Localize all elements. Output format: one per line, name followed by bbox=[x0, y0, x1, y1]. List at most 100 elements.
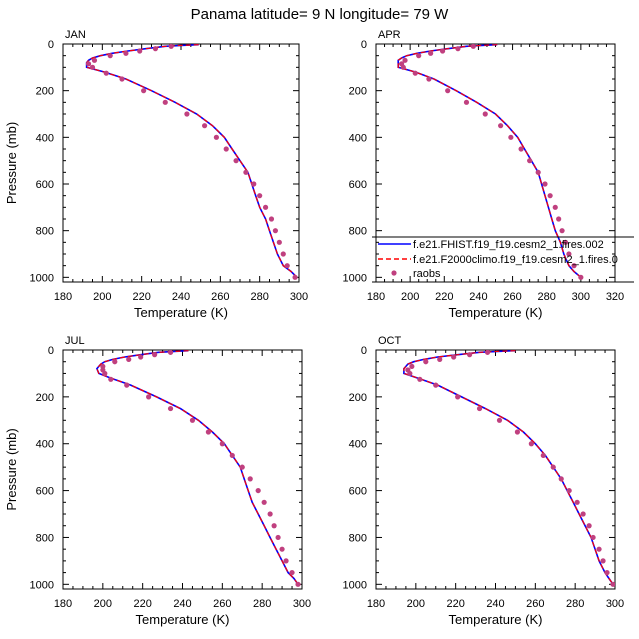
y-tick-label: 0 bbox=[361, 345, 367, 357]
x-tick-label: 300 bbox=[572, 291, 590, 303]
raobs-point bbox=[103, 70, 109, 76]
raobs-point bbox=[550, 464, 556, 470]
raobs-point bbox=[470, 44, 476, 49]
panel-label: APR bbox=[378, 29, 401, 41]
raobs-point bbox=[124, 382, 130, 388]
raobs-point bbox=[455, 394, 461, 400]
raobs-point bbox=[205, 429, 211, 435]
y-tick-label: 600 bbox=[36, 486, 54, 498]
y-tick-label: 600 bbox=[36, 179, 54, 191]
series-line-f2000climo bbox=[86, 44, 298, 278]
y-tick-label: 600 bbox=[349, 179, 367, 191]
raobs-point bbox=[107, 53, 113, 59]
y-tick-label: 200 bbox=[36, 392, 54, 404]
raobs-point bbox=[168, 44, 174, 49]
raobs-point bbox=[428, 50, 434, 56]
x-tick-label: 300 bbox=[290, 291, 308, 303]
series-group bbox=[403, 350, 615, 587]
series-line-f2000climo bbox=[96, 350, 299, 585]
raobs-point bbox=[547, 193, 553, 199]
y-tick-label: 800 bbox=[349, 226, 367, 238]
y-tick-label: 800 bbox=[36, 226, 54, 238]
raobs-point bbox=[243, 169, 249, 175]
raobs-point bbox=[400, 64, 406, 70]
raobs-point bbox=[558, 476, 564, 482]
x-tick-label: 220 bbox=[435, 291, 453, 303]
raobs-point bbox=[566, 251, 572, 257]
y-tick-label: 1000 bbox=[343, 579, 367, 591]
raobs-point bbox=[514, 429, 521, 435]
x-tick-label: 220 bbox=[133, 598, 151, 610]
raobs-point bbox=[556, 216, 562, 222]
x-tick-label: 200 bbox=[401, 291, 419, 303]
raobs-point bbox=[123, 50, 129, 56]
raobs-point bbox=[540, 452, 546, 459]
x-tick-label: 280 bbox=[250, 291, 268, 303]
raobs-point bbox=[482, 111, 488, 117]
raobs-point bbox=[283, 558, 289, 564]
raobs-point bbox=[426, 76, 432, 82]
raobs-point bbox=[610, 581, 615, 587]
y-tick-label: 800 bbox=[349, 532, 367, 544]
raobs-point bbox=[284, 263, 290, 269]
raobs-point bbox=[295, 581, 301, 587]
panel-jul: 180 200 220 240 260 280 300 0 200 400 600 800 1000 JU… bbox=[4, 335, 311, 627]
panel-apr: 180 200 220 240 260 280 300 320 0 200 400 600 800 100… bbox=[343, 29, 625, 320]
y-tick-label: 200 bbox=[36, 86, 54, 98]
raobs-point bbox=[562, 239, 569, 245]
raobs-point bbox=[119, 76, 125, 82]
raobs-point bbox=[423, 359, 429, 365]
raobs-point bbox=[552, 204, 558, 210]
raobs-point bbox=[417, 376, 423, 382]
raobs-point bbox=[239, 464, 245, 470]
x-tick-label: 260 bbox=[503, 291, 521, 303]
series-group bbox=[95, 350, 301, 587]
x-tick-label: 260 bbox=[211, 291, 229, 303]
raobs-point bbox=[89, 64, 96, 70]
x-tick-label: 240 bbox=[173, 598, 191, 610]
legend-label: f.e21.FHIST.f19_f19.cesm2_1.fires.002 bbox=[413, 239, 604, 251]
figure-title: Panama latitude= 9 N longitude= 79 W bbox=[191, 6, 450, 23]
raobs-point bbox=[202, 123, 208, 129]
raobs-point bbox=[559, 228, 565, 234]
raobs-point bbox=[223, 146, 229, 152]
raobs-point bbox=[152, 46, 159, 52]
y-tick-label: 400 bbox=[349, 132, 367, 144]
y-tick-label: 0 bbox=[361, 39, 367, 51]
raobs-point bbox=[604, 569, 610, 576]
raobs-point bbox=[455, 46, 461, 52]
x-tick-label: 280 bbox=[566, 598, 584, 610]
raobs-point bbox=[247, 476, 253, 482]
raobs-point bbox=[496, 417, 503, 423]
y-tick-label: 200 bbox=[349, 86, 367, 98]
raobs-point bbox=[267, 511, 273, 517]
raobs-point bbox=[580, 511, 586, 517]
panel-oct: 180 200 220 240 260 280 300 0 200 400 600 800 1000 OC… bbox=[343, 335, 625, 627]
plot-frame bbox=[62, 43, 300, 283]
y-tick-label: 1000 bbox=[343, 272, 367, 284]
y-tick-label: 400 bbox=[36, 439, 54, 451]
x-tick-label: 200 bbox=[94, 598, 112, 610]
raobs-point bbox=[528, 441, 534, 447]
raobs-point bbox=[213, 134, 219, 140]
raobs-point bbox=[279, 546, 285, 552]
raobs-point bbox=[518, 146, 524, 152]
x-tick-label: 300 bbox=[606, 598, 624, 610]
raobs-point bbox=[596, 546, 602, 552]
raobs-point bbox=[272, 228, 278, 234]
raobs-point bbox=[112, 359, 118, 365]
raobs-point bbox=[262, 204, 269, 210]
raobs-point bbox=[189, 417, 196, 423]
raobs-point bbox=[162, 99, 168, 105]
raobs-point bbox=[292, 274, 298, 280]
y-tick-label: 800 bbox=[36, 532, 54, 544]
x-tick-label: 240 bbox=[172, 291, 190, 303]
x-tick-label: 180 bbox=[367, 291, 385, 303]
x-tick-label: 280 bbox=[538, 291, 556, 303]
series-group bbox=[397, 44, 584, 280]
x-tick-label: 240 bbox=[486, 598, 504, 610]
raobs-point bbox=[271, 523, 277, 529]
raobs-point bbox=[409, 363, 415, 370]
y-tick-label: 0 bbox=[48, 39, 54, 51]
y-tick-label: 400 bbox=[349, 439, 367, 451]
